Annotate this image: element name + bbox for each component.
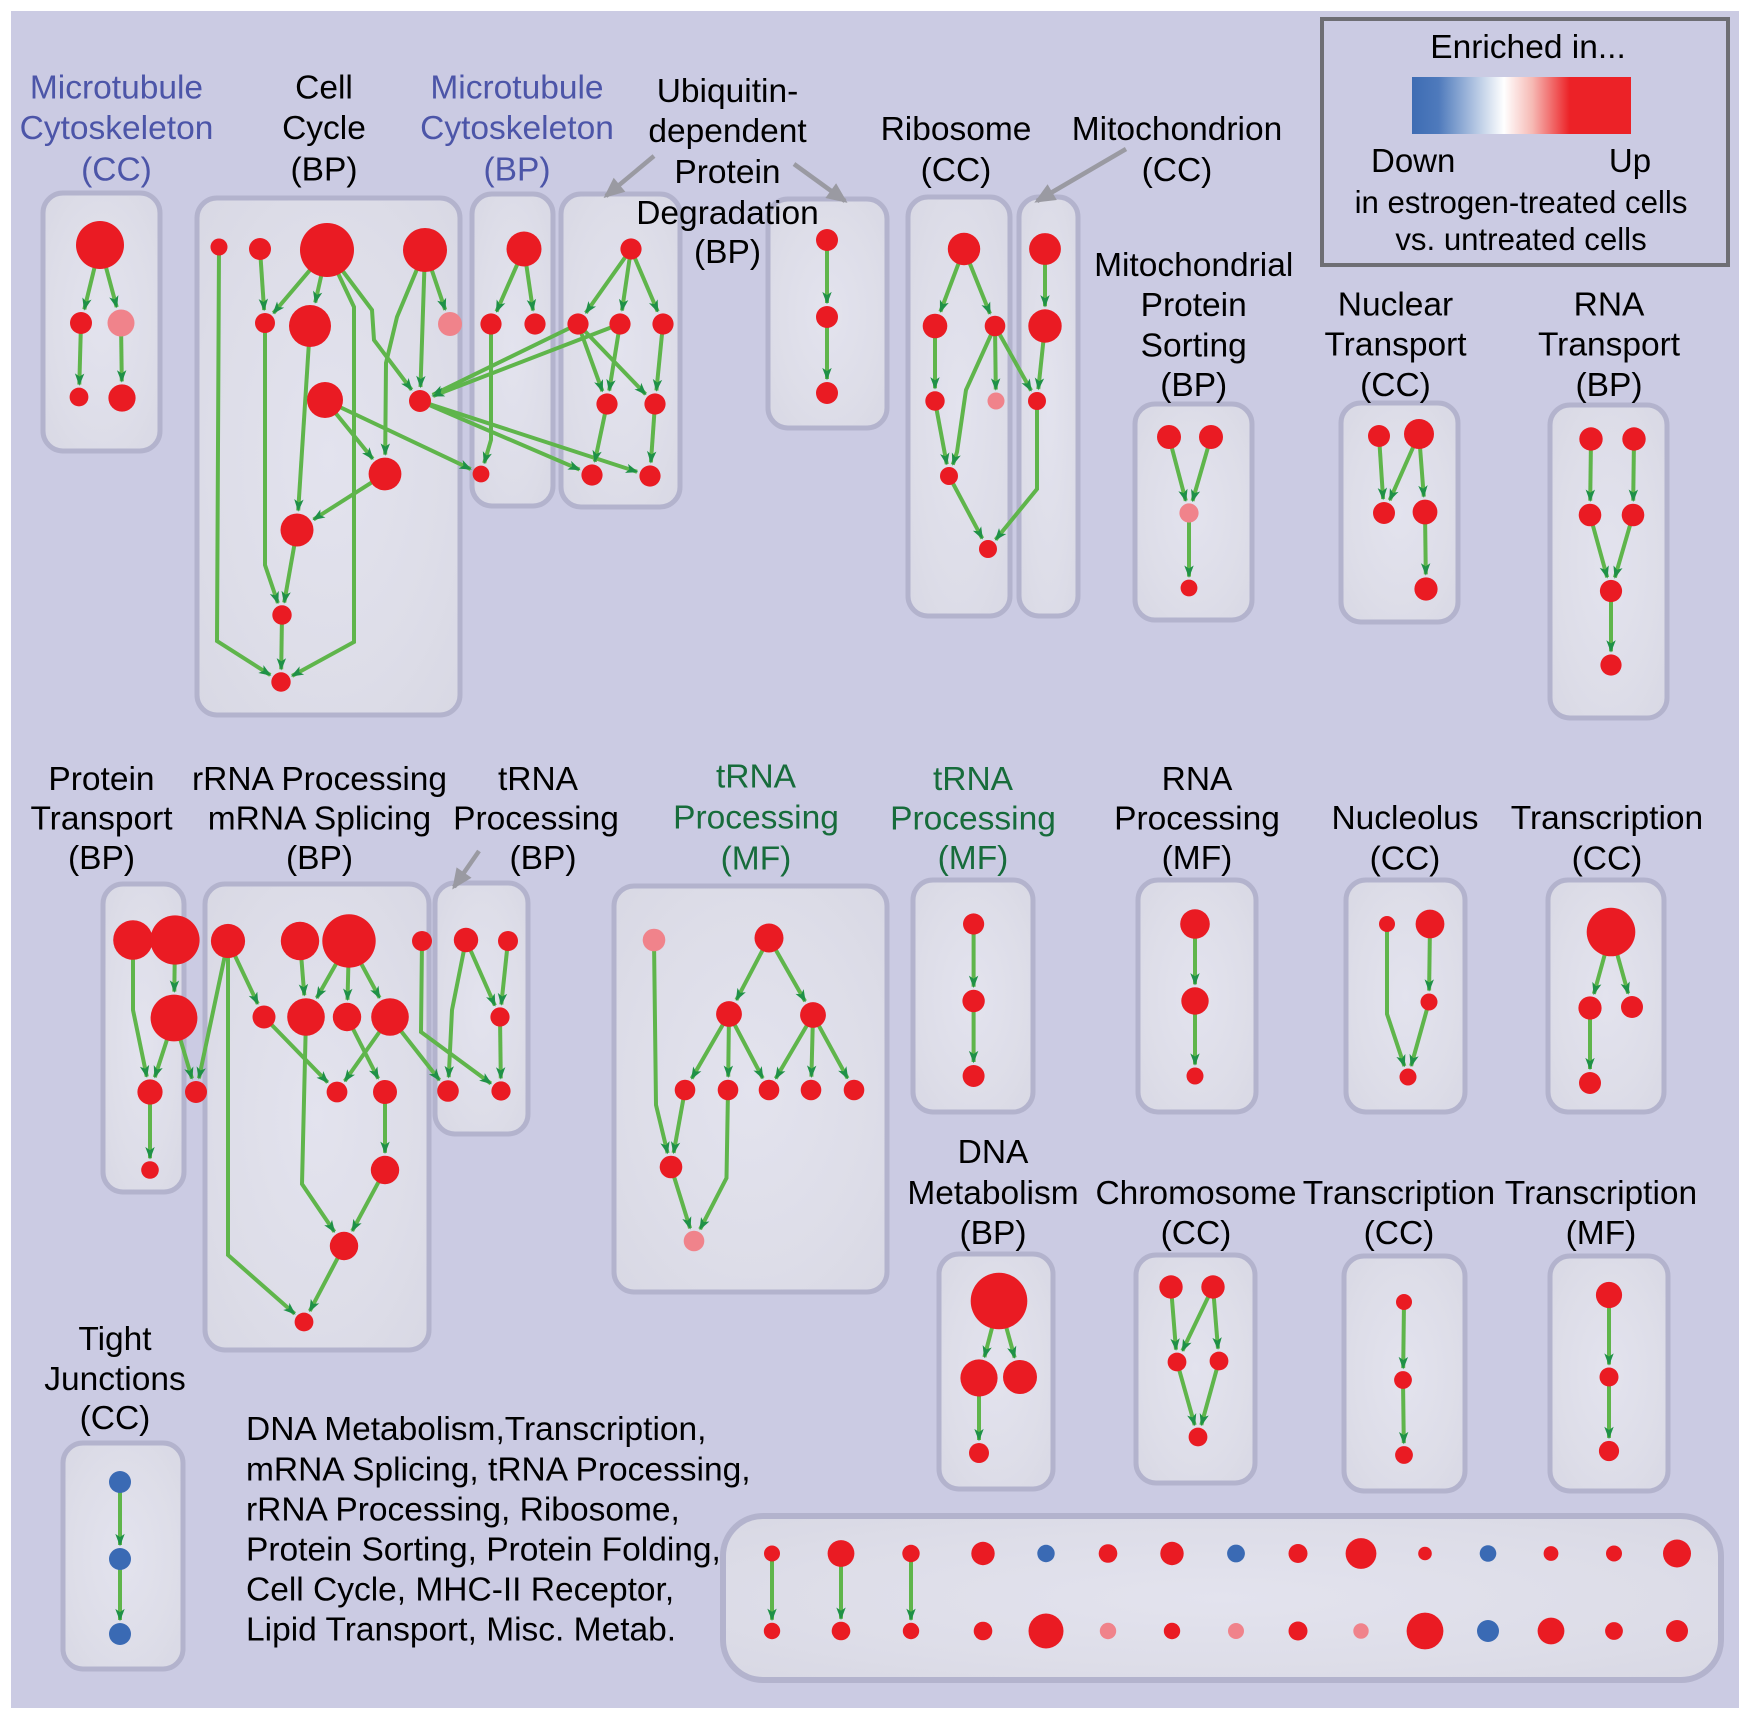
svg-text:(BP): (BP)	[484, 152, 551, 189]
svg-text:Microtubule: Microtubule	[30, 70, 203, 107]
svg-text:(CC): (CC)	[1142, 152, 1213, 189]
svg-text:(BP): (BP)	[1576, 367, 1643, 404]
svg-text:Protein: Protein	[1141, 287, 1247, 324]
svg-text:RNA: RNA	[1162, 761, 1233, 798]
svg-text:Processing: Processing	[453, 801, 619, 838]
svg-text:Cycle: Cycle	[282, 110, 366, 147]
svg-text:(MF): (MF)	[938, 840, 1009, 877]
svg-text:(CC): (CC)	[1161, 1215, 1232, 1252]
svg-text:Protein Sorting, Protein Foldi: Protein Sorting, Protein Folding,	[246, 1532, 721, 1569]
svg-text:Chromosome: Chromosome	[1095, 1175, 1296, 1212]
svg-text:(BP): (BP)	[291, 152, 358, 189]
svg-text:(BP): (BP)	[68, 840, 135, 877]
svg-text:(CC): (CC)	[1364, 1215, 1435, 1252]
svg-text:(BP): (BP)	[694, 234, 761, 271]
svg-text:vs. untreated cells: vs. untreated cells	[1395, 222, 1646, 257]
svg-text:Transcription: Transcription	[1303, 1175, 1495, 1212]
svg-text:(MF): (MF)	[1162, 840, 1233, 877]
svg-text:Junctions: Junctions	[44, 1361, 186, 1398]
svg-text:Transcription: Transcription	[1511, 800, 1703, 837]
svg-text:(CC): (CC)	[81, 152, 152, 189]
svg-text:tRNA: tRNA	[498, 761, 579, 798]
svg-text:Nuclear: Nuclear	[1338, 286, 1453, 323]
svg-text:(BP): (BP)	[1160, 367, 1227, 404]
svg-text:(BP): (BP)	[960, 1215, 1027, 1252]
svg-text:rRNA Processing: rRNA Processing	[192, 761, 447, 798]
svg-text:(MF): (MF)	[1566, 1215, 1637, 1252]
svg-text:(MF): (MF)	[721, 841, 792, 878]
svg-text:Transport: Transport	[1324, 327, 1467, 364]
svg-text:Nucleolus: Nucleolus	[1331, 800, 1478, 837]
svg-text:rRNA Processing, Ribosome,: rRNA Processing, Ribosome,	[246, 1492, 680, 1529]
svg-text:Enriched in...: Enriched in...	[1430, 29, 1626, 66]
svg-text:in estrogen-treated cells: in estrogen-treated cells	[1355, 185, 1688, 220]
svg-text:Metabolism: Metabolism	[907, 1175, 1078, 1212]
svg-text:Cell Cycle, MHC-II Receptor,: Cell Cycle, MHC-II Receptor,	[246, 1572, 674, 1609]
svg-text:Mitochondrial: Mitochondrial	[1094, 247, 1293, 284]
svg-text:DNA: DNA	[958, 1134, 1029, 1171]
svg-text:Cytoskeleton: Cytoskeleton	[20, 110, 214, 147]
svg-text:(CC): (CC)	[80, 1400, 151, 1437]
svg-text:Cell: Cell	[295, 70, 353, 107]
svg-text:DNA Metabolism,Transcription,: DNA Metabolism,Transcription,	[246, 1411, 706, 1448]
svg-text:(CC): (CC)	[1370, 840, 1441, 877]
svg-text:Cytoskeleton: Cytoskeleton	[420, 110, 614, 147]
svg-text:Transport: Transport	[1538, 327, 1681, 364]
svg-text:dependent: dependent	[648, 113, 807, 150]
svg-text:Processing: Processing	[673, 800, 839, 837]
svg-text:Mitochondrion: Mitochondrion	[1072, 111, 1282, 148]
svg-text:Processing: Processing	[890, 801, 1056, 838]
svg-text:Sorting: Sorting	[1141, 328, 1247, 365]
svg-text:(CC): (CC)	[1360, 367, 1431, 404]
svg-text:Ribosome: Ribosome	[881, 111, 1032, 148]
svg-text:RNA: RNA	[1574, 286, 1645, 323]
svg-text:mRNA Splicing: mRNA Splicing	[208, 801, 431, 838]
svg-text:Tight: Tight	[78, 1321, 152, 1358]
svg-text:Transport: Transport	[30, 801, 173, 838]
svg-text:mRNA Splicing, tRNA Processing: mRNA Splicing, tRNA Processing,	[246, 1452, 751, 1489]
svg-text:Up: Up	[1609, 142, 1651, 179]
svg-text:(BP): (BP)	[510, 840, 577, 877]
svg-text:(BP): (BP)	[286, 840, 353, 877]
svg-text:tRNA: tRNA	[716, 759, 797, 796]
svg-text:(CC): (CC)	[1572, 840, 1643, 877]
svg-text:Processing: Processing	[1114, 801, 1280, 838]
svg-text:Transcription: Transcription	[1505, 1175, 1697, 1212]
svg-text:Protein: Protein	[48, 761, 154, 798]
svg-text:Lipid Transport, Misc. Metab.: Lipid Transport, Misc. Metab.	[246, 1612, 676, 1649]
svg-text:Protein: Protein	[674, 154, 780, 191]
svg-text:tRNA: tRNA	[933, 761, 1014, 798]
svg-text:Down: Down	[1371, 142, 1455, 179]
svg-text:Degradation: Degradation	[636, 195, 819, 232]
svg-text:(CC): (CC)	[921, 152, 992, 189]
svg-text:Ubiquitin-: Ubiquitin-	[657, 73, 799, 110]
svg-text:Microtubule: Microtubule	[430, 70, 603, 107]
